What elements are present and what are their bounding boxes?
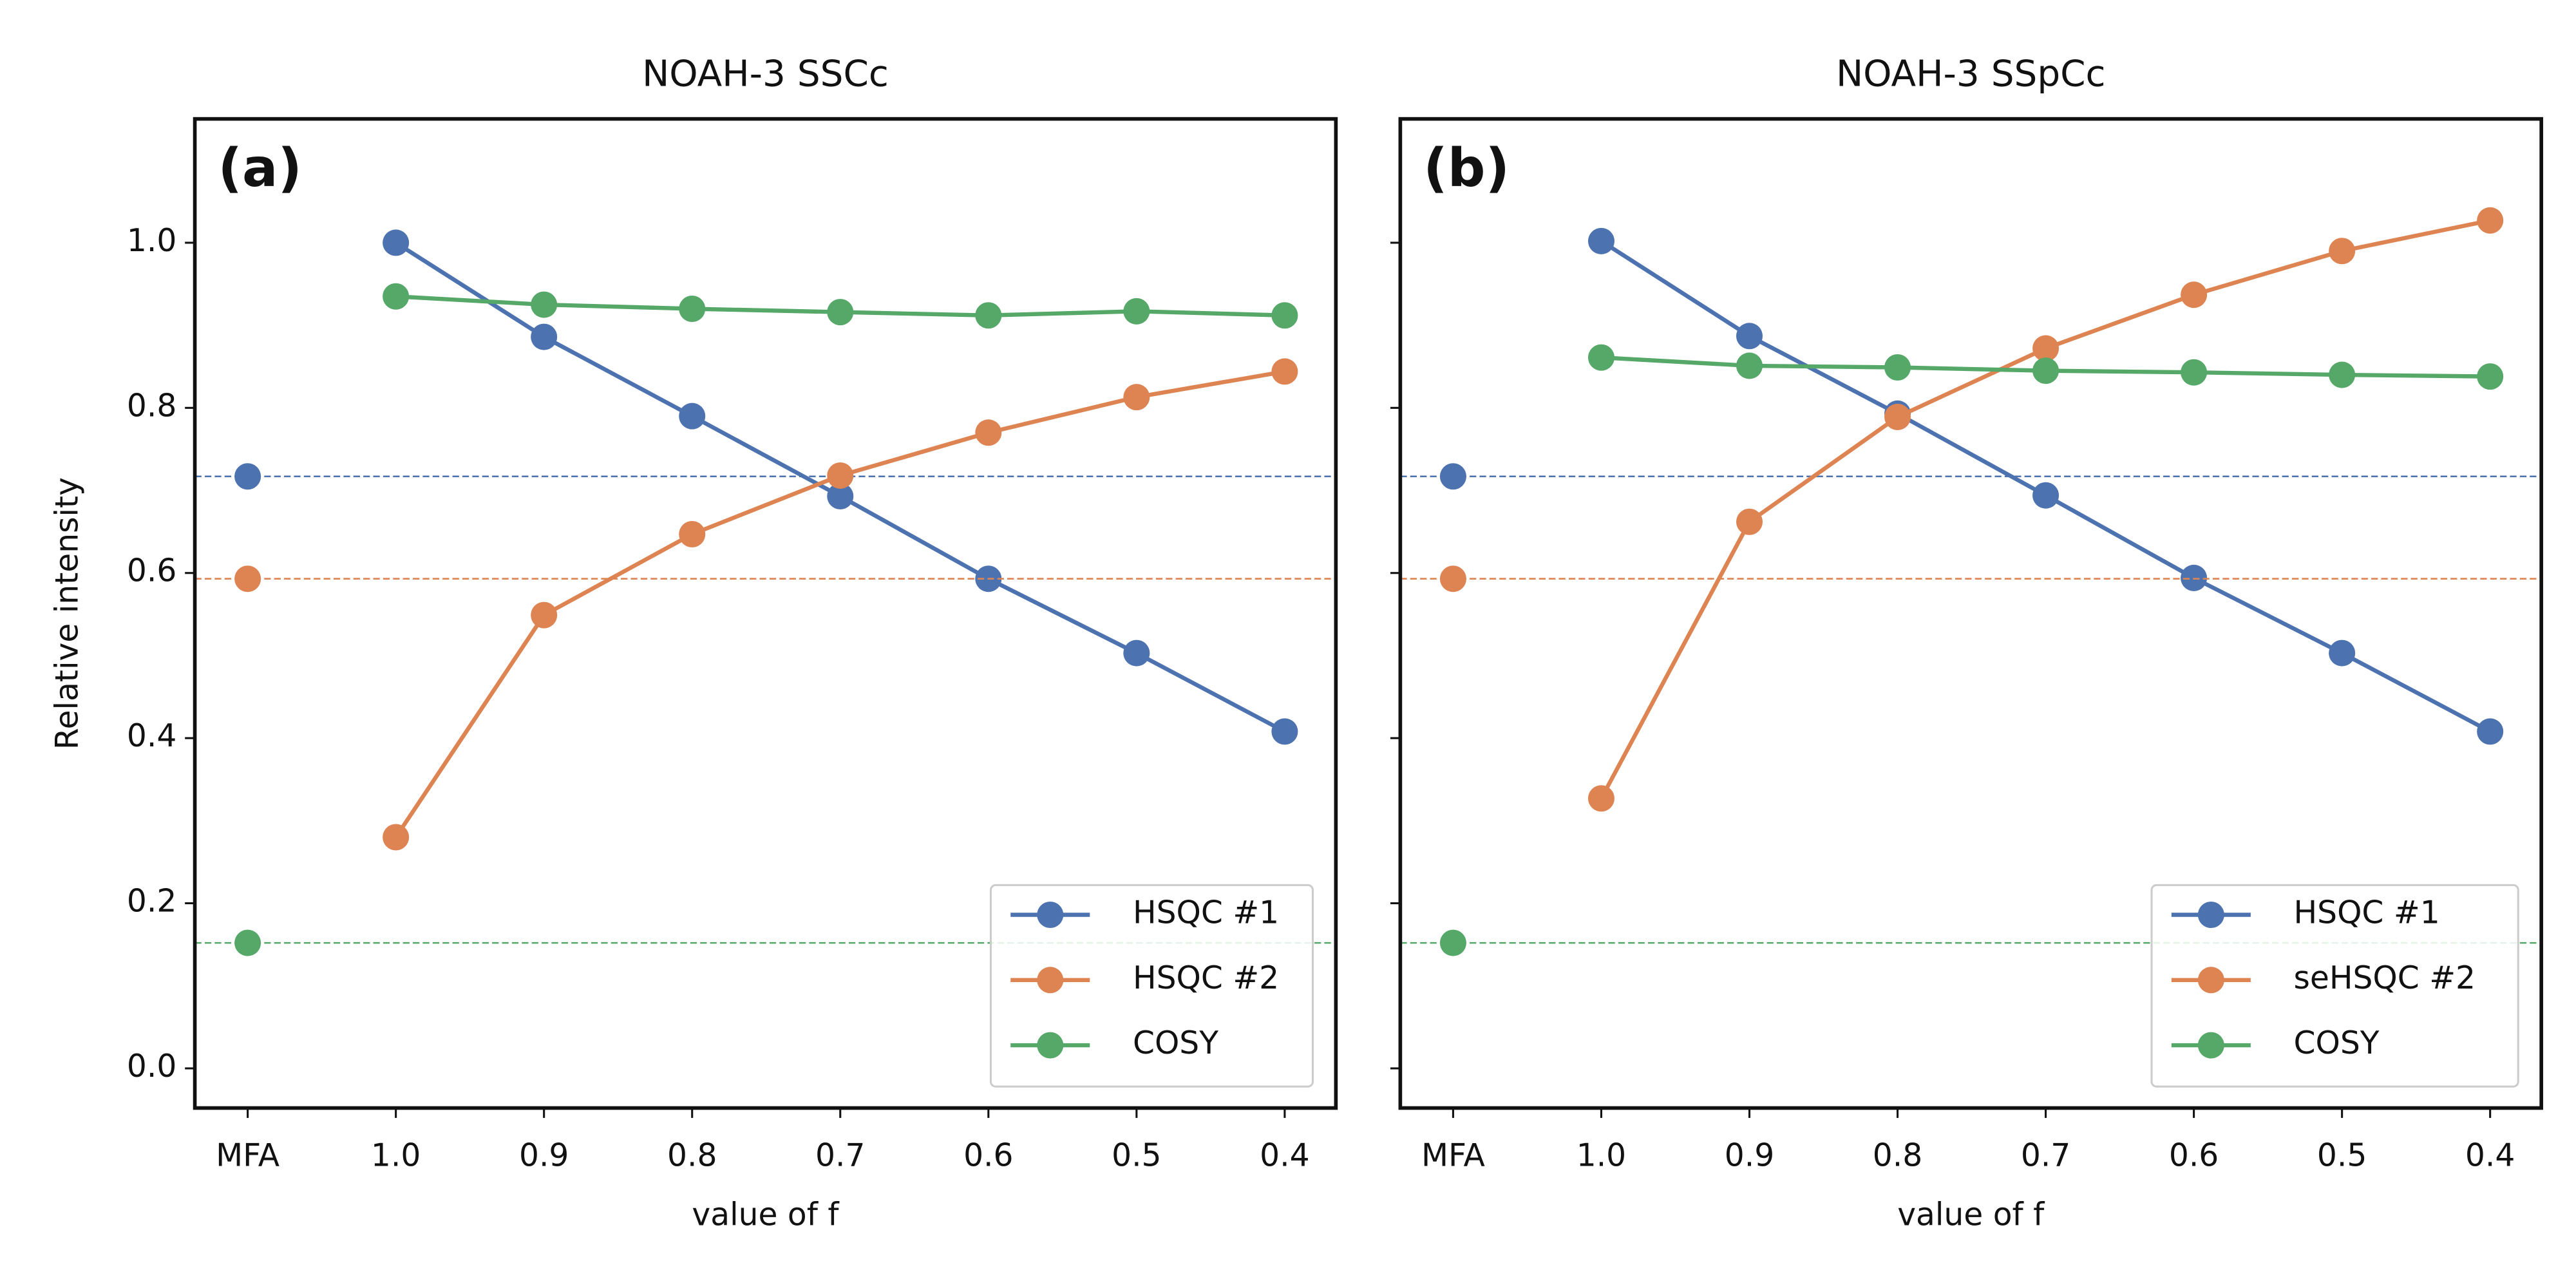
- x-tick-label: 0.7: [2021, 1137, 2070, 1173]
- legend-swatch-marker: [1037, 1032, 1064, 1059]
- data-point: [234, 565, 261, 592]
- data-point: [531, 601, 558, 629]
- data-point: [2181, 359, 2208, 386]
- legend-swatch-marker: [1037, 902, 1064, 929]
- data-point: [1587, 785, 1615, 812]
- data-point: [679, 402, 706, 430]
- legend-label: COSY: [2294, 1025, 2380, 1061]
- data-point: [1884, 403, 1911, 430]
- data-point: [2329, 639, 2356, 667]
- legend-box: [989, 884, 1314, 1088]
- data-point: [1439, 929, 1466, 956]
- data-point: [1123, 384, 1150, 411]
- data-point: [1736, 352, 1763, 379]
- x-tick-label: 1.0: [1577, 1137, 1626, 1173]
- y-tick-label: 1.0: [127, 223, 176, 259]
- chart-title: NOAH-3 SSpCc: [1836, 53, 2106, 95]
- x-tick-label: 0.4: [1260, 1137, 1309, 1173]
- data-point: [1271, 302, 1298, 329]
- legend-label: HSQC #2: [1133, 960, 1279, 996]
- data-point: [2032, 335, 2060, 362]
- data-point: [2477, 207, 2504, 234]
- y-tick-label: 0.4: [127, 718, 176, 754]
- data-point: [2181, 281, 2208, 308]
- x-tick-label: 1.0: [371, 1137, 421, 1173]
- legend-swatch-marker: [2197, 902, 2224, 929]
- chart-title: NOAH-3 SSCc: [642, 53, 889, 95]
- x-tick-label: 0.5: [2317, 1137, 2367, 1173]
- plot-frame: [1398, 117, 2543, 1110]
- data-point: [1736, 323, 1763, 350]
- plot-frame: [193, 117, 1338, 1110]
- data-point: [1271, 718, 1298, 745]
- x-tick-label: MFA: [1421, 1137, 1485, 1173]
- data-point: [383, 229, 410, 256]
- data-point: [975, 302, 1002, 329]
- x-tick-label: 0.5: [1112, 1137, 1161, 1173]
- x-tick-label: 0.6: [2169, 1137, 2219, 1173]
- series-line: [393, 369, 1285, 838]
- legend-label: HSQC #1: [1133, 895, 1279, 931]
- y-axis-label: Relative intensity: [50, 477, 86, 750]
- y-tick-label: 0.8: [127, 388, 176, 424]
- data-point: [1123, 639, 1150, 667]
- data-point: [679, 520, 706, 547]
- x-tick-label: 0.8: [667, 1137, 717, 1173]
- legend-box: [2150, 884, 2519, 1088]
- legend-label: COSY: [1133, 1025, 1218, 1061]
- x-tick-label: 0.9: [519, 1137, 569, 1173]
- data-point: [975, 419, 1002, 446]
- x-axis-label: value of f: [1897, 1197, 2045, 1233]
- x-tick-label: 0.4: [2465, 1137, 2515, 1173]
- data-point: [1587, 344, 1615, 371]
- data-point: [1884, 354, 1911, 381]
- panel-label: (a): [218, 138, 301, 199]
- data-point: [1123, 298, 1150, 325]
- data-point: [2032, 357, 2060, 384]
- data-point: [2329, 238, 2356, 265]
- data-point: [383, 283, 410, 310]
- data-point: [827, 483, 854, 510]
- data-point: [234, 463, 261, 490]
- data-point: [1271, 358, 1298, 385]
- x-tick-label: 0.9: [1725, 1137, 1774, 1173]
- data-point: [383, 824, 410, 851]
- data-point: [2032, 482, 2060, 509]
- x-tick-label: 0.7: [815, 1137, 865, 1173]
- x-tick-label: 0.8: [1873, 1137, 1922, 1173]
- data-point: [2477, 363, 2504, 390]
- legend-swatch-marker: [2197, 967, 2224, 994]
- y-tick-label: 0.2: [127, 884, 176, 920]
- x-tick-label: MFA: [216, 1137, 279, 1173]
- data-point: [827, 299, 854, 326]
- panel-label: (b): [1423, 138, 1510, 199]
- data-point: [679, 295, 706, 322]
- legend-label: HSQC #1: [2294, 895, 2440, 931]
- series-line: [1599, 218, 2491, 800]
- data-point: [531, 291, 558, 318]
- legend-swatch-marker: [2197, 1032, 2224, 1059]
- data-point: [1736, 508, 1763, 535]
- data-point: [1439, 565, 1466, 592]
- x-tick-label: 0.6: [963, 1137, 1013, 1173]
- legend-label: seHSQC #2: [2294, 960, 2476, 996]
- x-axis-label: value of f: [692, 1197, 840, 1233]
- data-point: [1439, 463, 1466, 490]
- data-point: [2477, 718, 2504, 745]
- legend-swatch-marker: [1037, 967, 1064, 994]
- y-tick-label: 0.6: [127, 553, 176, 589]
- data-point: [2329, 361, 2356, 388]
- data-point: [1587, 227, 1615, 254]
- data-point: [531, 323, 558, 350]
- y-tick-label: 0.0: [127, 1048, 176, 1084]
- data-point: [234, 929, 261, 956]
- data-point: [827, 462, 854, 489]
